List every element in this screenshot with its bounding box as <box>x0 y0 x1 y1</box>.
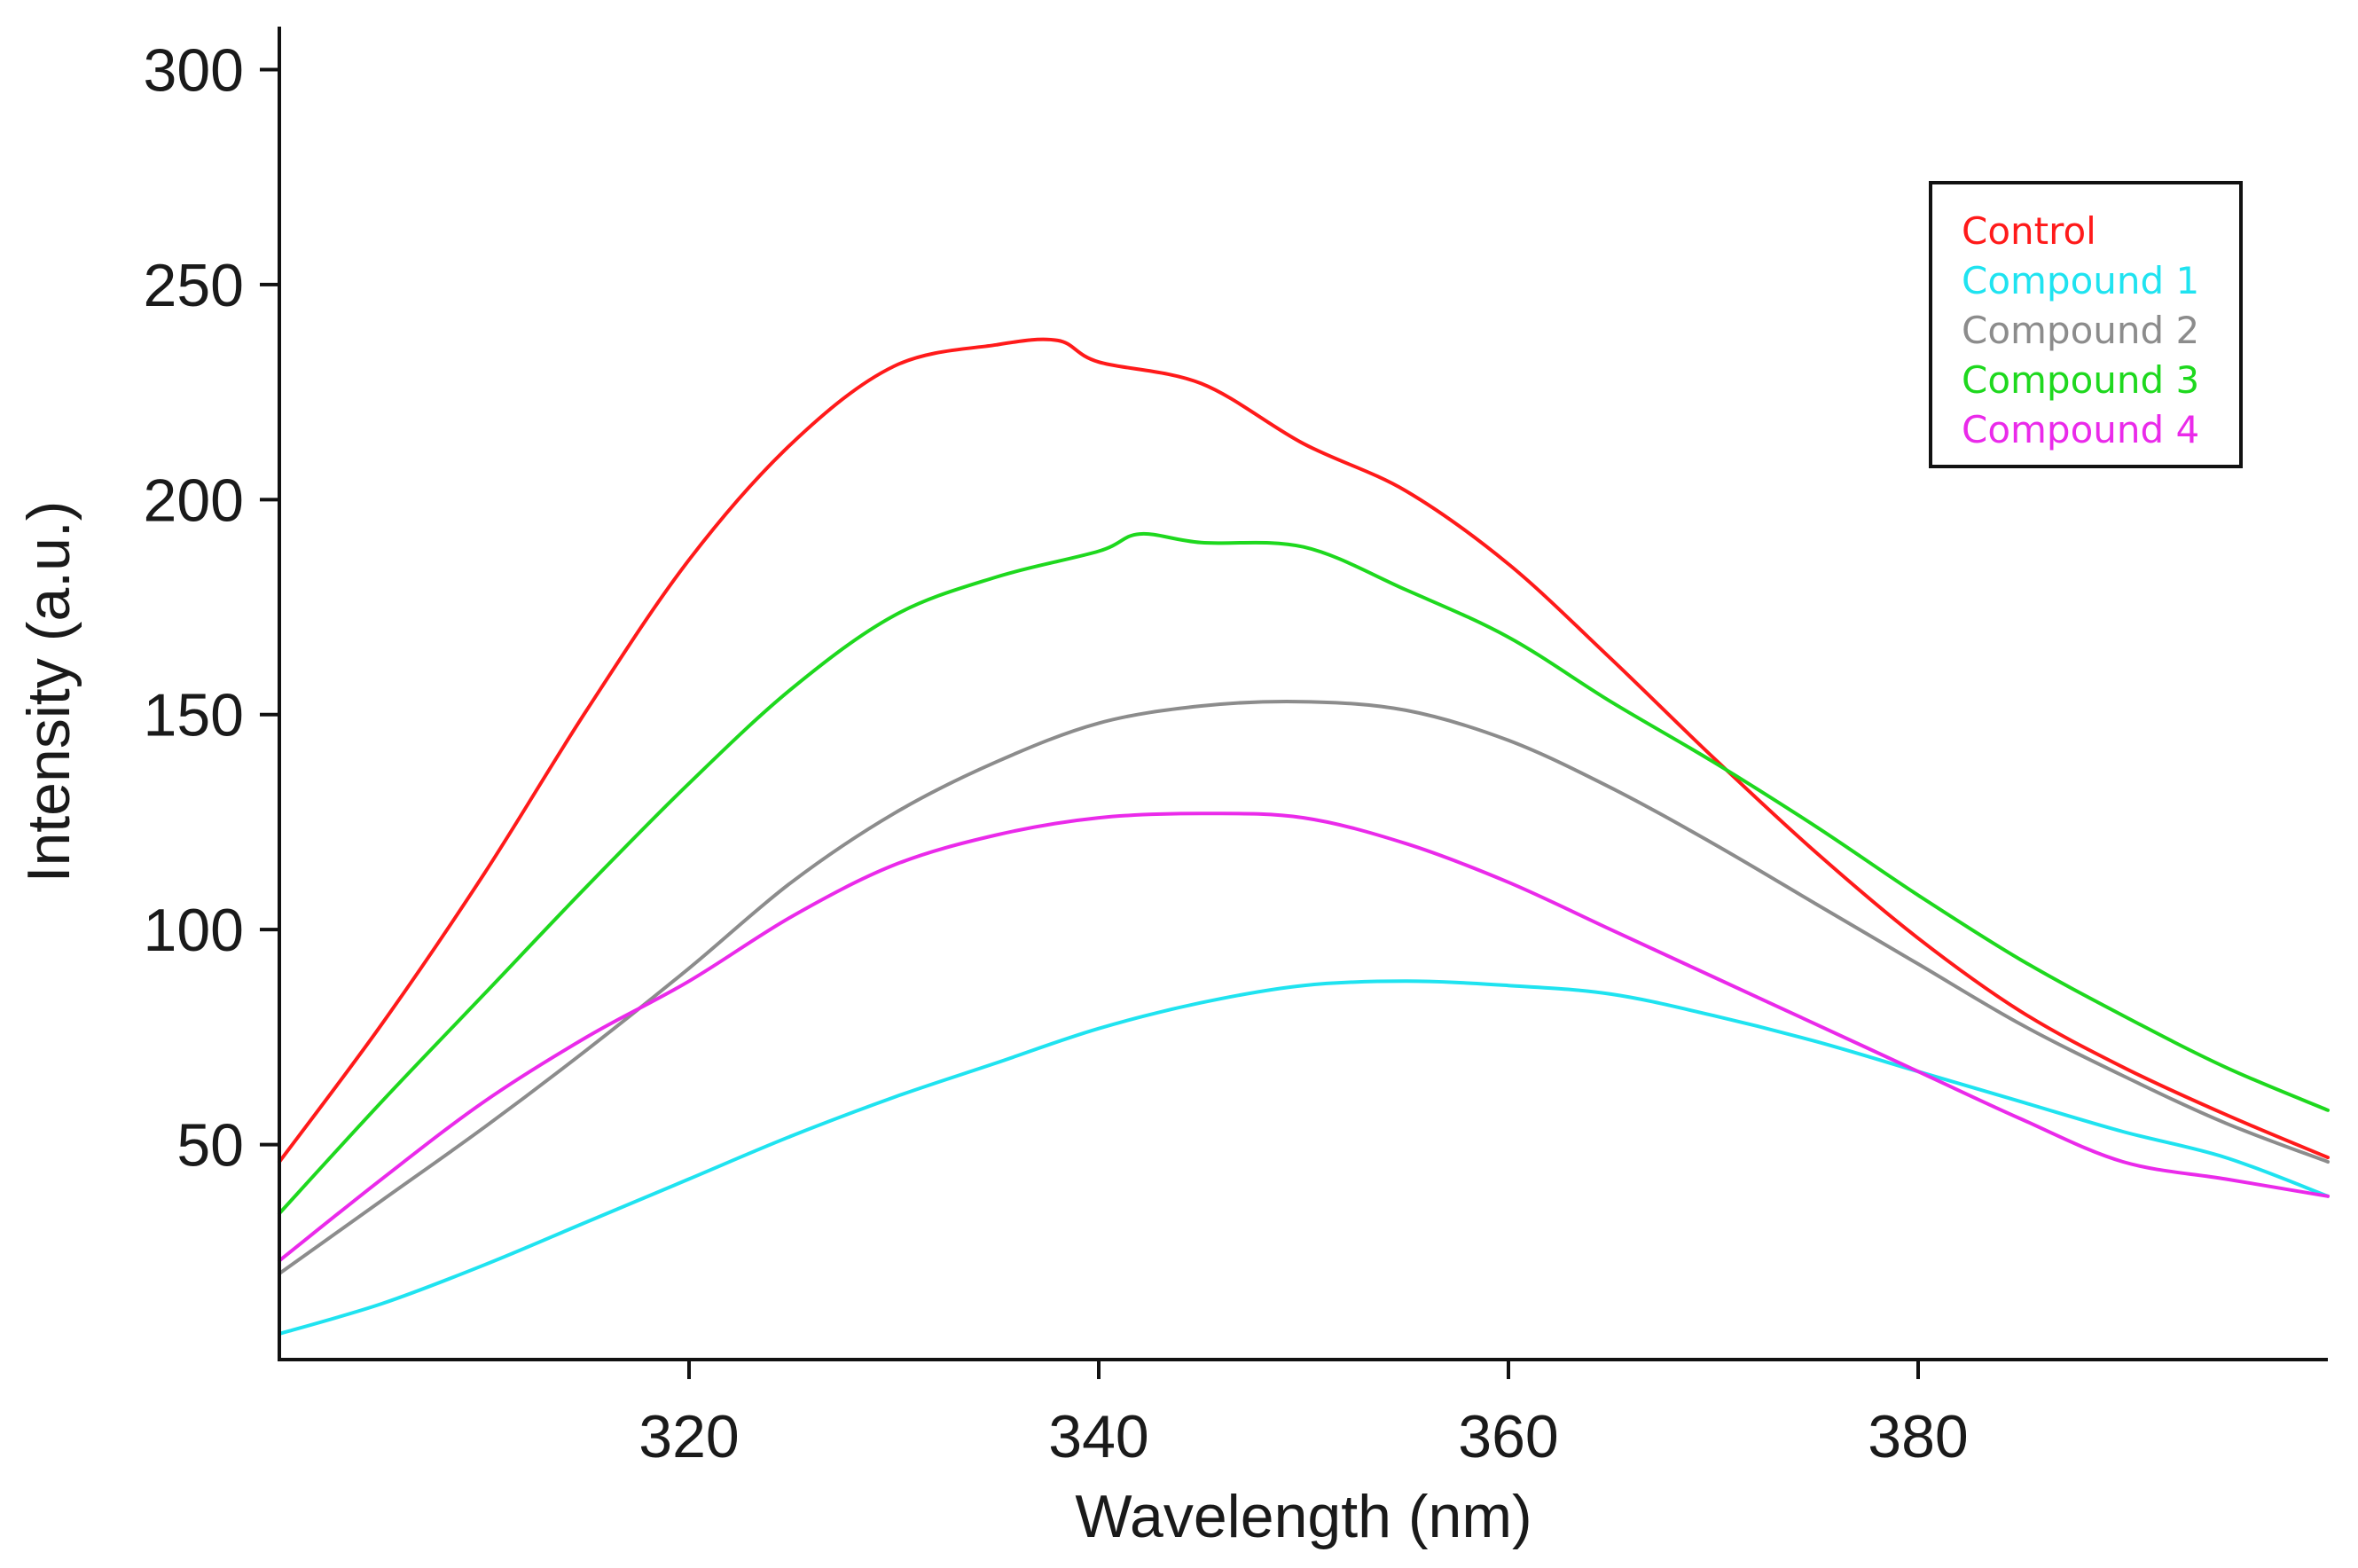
legend-items: Control Compound 1 Compound 2 Compound 3 Com… <box>1962 209 2199 451</box>
series-line-control <box>278 337 2330 1164</box>
x-tick-label: 320 <box>638 1403 739 1470</box>
legend-entry-control: Control <box>1962 209 2096 253</box>
y-tick-label: 150 <box>144 682 244 749</box>
legend-box <box>1929 181 2243 468</box>
y-tick-label: 250 <box>144 252 244 319</box>
y-tick-label: 50 <box>176 1112 244 1180</box>
series-line-compound-2 <box>278 700 2330 1275</box>
y-tick-label: 100 <box>144 897 244 964</box>
y-tick-label: 200 <box>144 466 244 534</box>
x-tick-label: 360 <box>1458 1403 1558 1470</box>
y-axis-title: Intensity (a.u.) <box>15 501 82 883</box>
series-line-compound-3 <box>278 531 2330 1216</box>
x-axis-title: Wavelength (nm) <box>1075 1483 1532 1550</box>
y-tick-label: 300 <box>144 36 244 104</box>
y-ticks: 50 100 150 200 250 300 <box>144 36 279 1180</box>
series-line-compound-4 <box>278 811 2330 1263</box>
legend-entry-compound-3: Compound 3 <box>1962 358 2199 402</box>
series-layer <box>278 337 2330 1336</box>
legend: Control Compound 1 Compound 2 Compound 3 Com… <box>1929 181 2243 468</box>
x-tick-label: 340 <box>1048 1403 1148 1470</box>
series-line-compound-1 <box>278 979 2330 1336</box>
legend-entry-compound-1: Compound 1 <box>1962 259 2199 302</box>
legend-entry-compound-2: Compound 2 <box>1962 309 2199 352</box>
x-tick-label: 380 <box>1868 1403 1968 1470</box>
legend-entry-compound-4: Compound 4 <box>1962 408 2199 451</box>
x-ticks: 320 340 360 380 <box>638 1360 1969 1470</box>
axes-layer <box>278 27 2328 1361</box>
